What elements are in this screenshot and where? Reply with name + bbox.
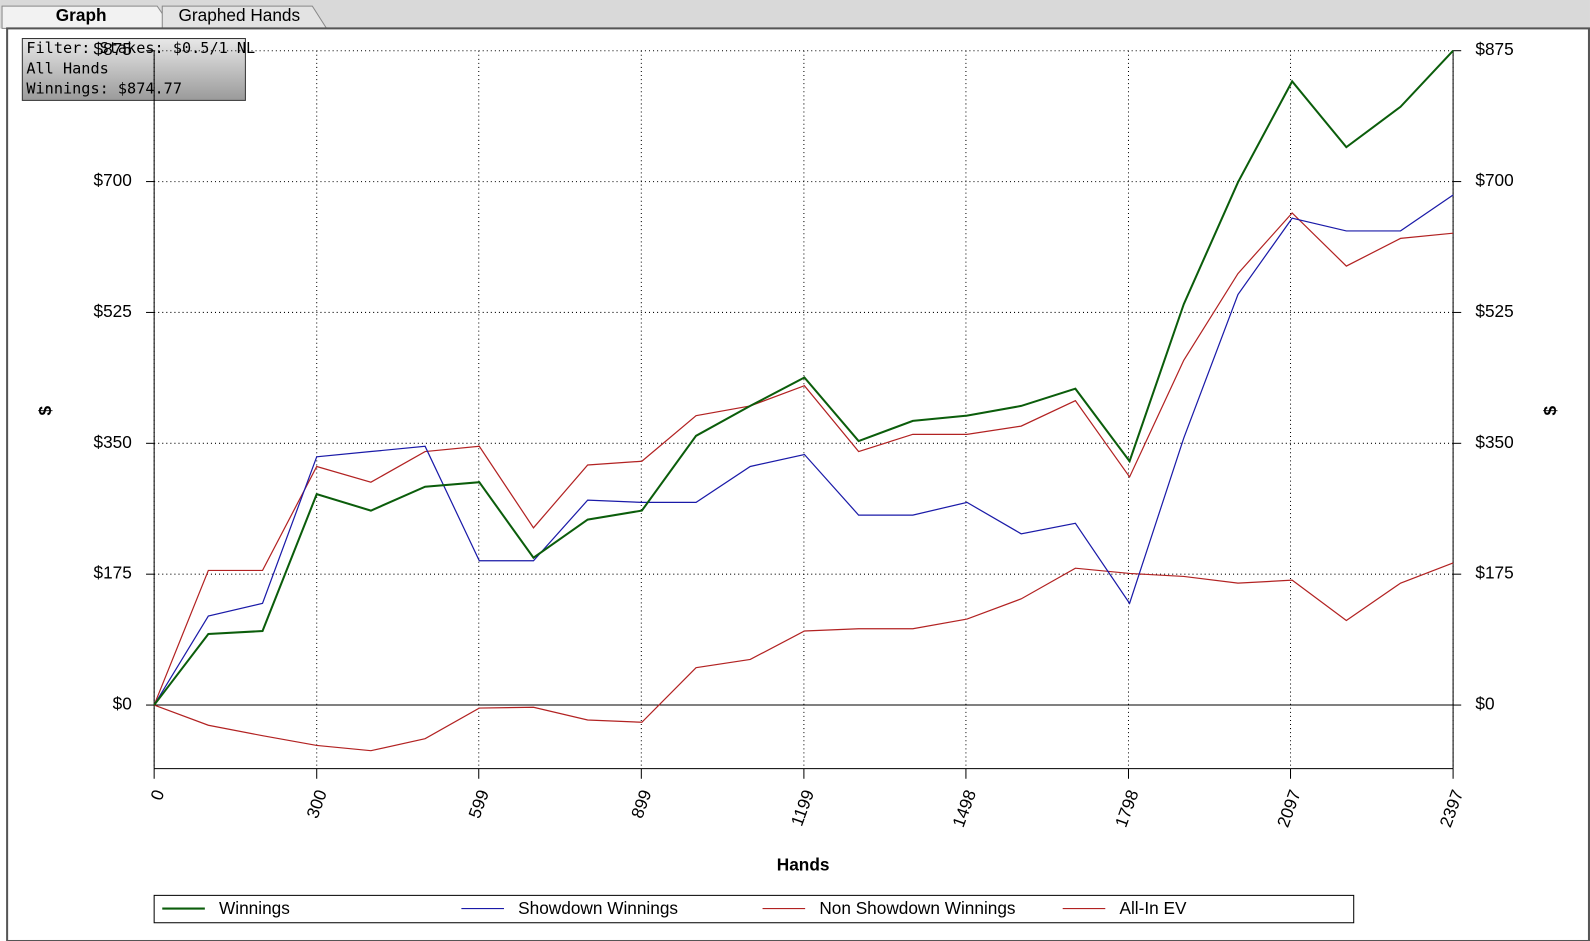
y-tick-label: $175 [94,563,132,583]
series-line [153,194,1454,706]
chart-frame [6,27,1590,941]
y-tick-label: $875 [94,39,132,59]
y-tick-label: $700 [94,170,132,190]
legend-label: Non Showdown Winnings [819,898,1015,918]
y-tick-label: $0 [1475,694,1494,714]
y-tick-label: $875 [1475,39,1513,59]
y-tick-label: $525 [1475,301,1513,321]
y-tick-label: $700 [1475,170,1513,190]
info-text: All Hands [26,59,108,77]
info-box [21,38,246,101]
series-line [153,212,1454,706]
y-tick-label: $175 [1475,563,1513,583]
x-axis-title: Hands [777,855,830,875]
y-tick-label: $350 [1475,432,1513,452]
y-axis-title: $ [1540,405,1560,415]
legend-box [153,894,1355,924]
series-line [153,562,1454,752]
legend-label: Showdown Winnings [518,898,678,918]
y-tick-label: $525 [94,301,132,321]
info-text: Winnings: $874.77 [26,80,182,98]
y-axis-title: $ [35,405,55,415]
info-text: Filter: Stakes: $0.5/1 NL [26,39,255,57]
legend-label: All-In EV [1119,898,1186,918]
series-line [153,50,1454,706]
tab-label: Graphed Hands [179,5,301,25]
legend-label: Winnings [219,898,290,918]
y-tick-label: $350 [94,432,132,452]
y-tick-label: $0 [113,694,132,714]
tab-label: Graph [56,5,107,25]
